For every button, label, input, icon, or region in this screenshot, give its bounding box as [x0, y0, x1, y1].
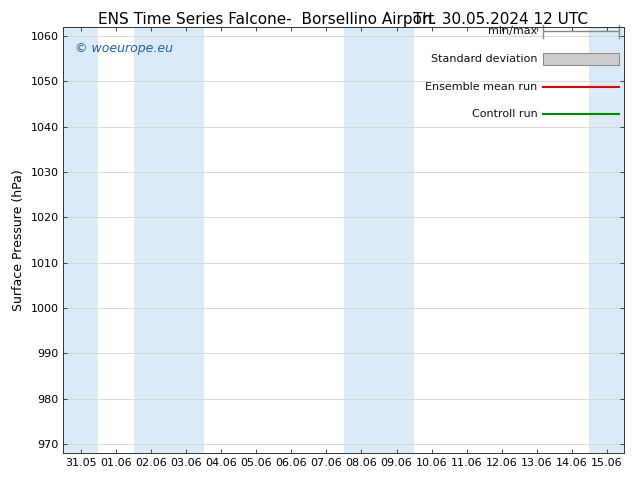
- Y-axis label: Surface Pressure (hPa): Surface Pressure (hPa): [12, 169, 25, 311]
- Text: Th. 30.05.2024 12 UTC: Th. 30.05.2024 12 UTC: [413, 12, 588, 27]
- Text: © woeurope.eu: © woeurope.eu: [75, 42, 172, 55]
- Bar: [134, 27, 204, 453]
- Text: ENS Time Series Falcone-  Borsellino Airport: ENS Time Series Falcone- Borsellino Airp…: [98, 12, 434, 27]
- Bar: [63, 27, 98, 453]
- Text: Controll run: Controll run: [472, 109, 538, 120]
- Text: Standard deviation: Standard deviation: [431, 54, 538, 64]
- Text: Ensemble mean run: Ensemble mean run: [425, 82, 538, 92]
- Text: min/max: min/max: [488, 26, 538, 36]
- Bar: [590, 27, 624, 453]
- Bar: [344, 27, 414, 453]
- Bar: [543, 52, 619, 65]
